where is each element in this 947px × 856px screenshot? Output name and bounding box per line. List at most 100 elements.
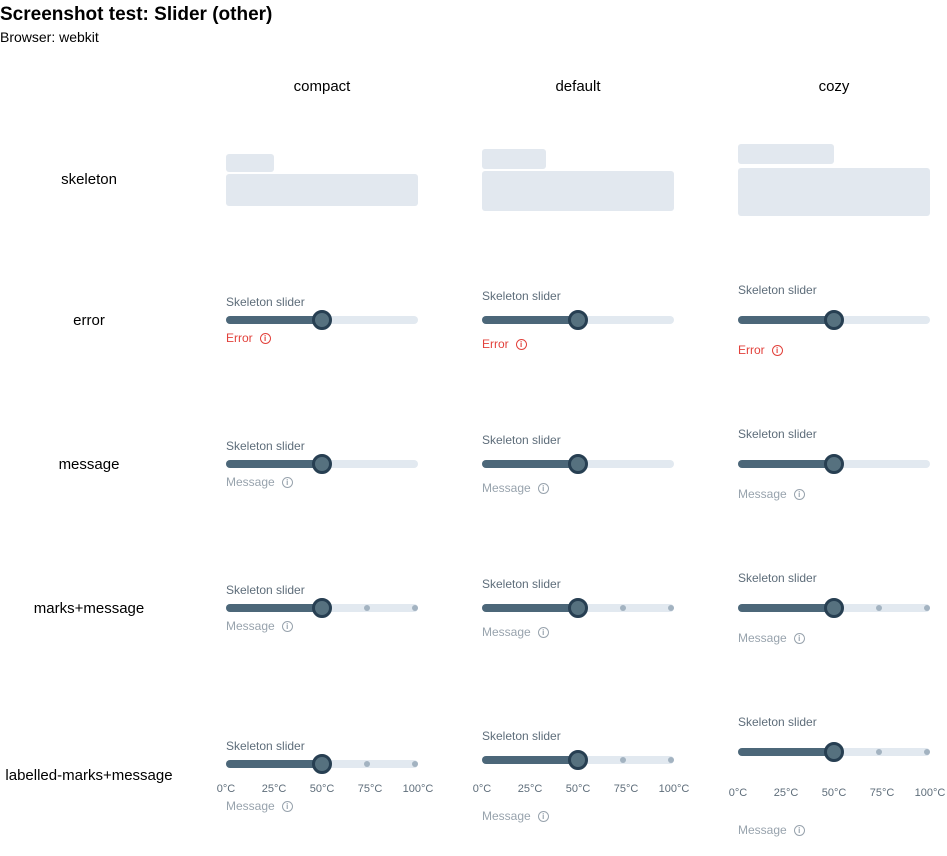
error-compact-slider-fill — [226, 316, 322, 324]
message-default-label: Skeleton slider — [482, 433, 561, 447]
message-compact-label: Skeleton slider — [226, 439, 305, 453]
info-icon[interactable]: i — [793, 824, 805, 836]
labelled-marks-message-cozy-tick-labels: 0°C 25°C 50°C 75°C 100°C — [729, 787, 946, 801]
info-icon[interactable]: i — [537, 482, 549, 494]
marks-message-compact-slider-mark-1 — [364, 605, 370, 611]
row-header-marks-message: marks+message — [33, 600, 145, 617]
marks-message-compact-slider-mark-2 — [412, 605, 418, 611]
error-cozy-error: Error i — [738, 343, 783, 357]
labelled-marks-message-cozy-slider-mark-2 — [924, 749, 930, 755]
row-header-skeleton: skeleton — [61, 171, 117, 188]
message-cozy-slider-fill — [738, 460, 834, 468]
message-cozy-message-text: Message — [738, 487, 787, 501]
info-icon[interactable]: i — [515, 338, 527, 350]
labelled-marks-message-compact-tick-labels: 0°C 25°C 50°C 75°C 100°C — [217, 783, 434, 797]
column-header-cozy: cozy — [818, 78, 850, 95]
labelled-marks-message-compact-slider-fill — [226, 760, 322, 768]
labelled-marks-message-compact-slider-mark-1 — [364, 761, 370, 767]
page-subtitle: Browser: webkit — [0, 29, 99, 45]
message-cozy-slider-thumb[interactable] — [824, 454, 844, 474]
labelled-marks-message-default-slider-fill — [482, 756, 578, 764]
info-icon[interactable]: i — [259, 332, 271, 344]
info-icon[interactable]: i — [793, 632, 805, 644]
error-compact-error: Error i — [226, 331, 271, 345]
column-header-compact: compact — [293, 78, 351, 95]
labelled-marks-message-compact-tick-label: 50°C — [309, 783, 335, 795]
message-cozy-slider-track[interactable] — [738, 454, 930, 474]
labelled-marks-message-cozy-message-text: Message — [738, 823, 787, 837]
message-compact-slider-thumb[interactable] — [312, 454, 332, 474]
error-compact-slider-thumb[interactable] — [312, 310, 332, 330]
labelled-marks-message-default-tick-label: 25°C — [517, 783, 543, 795]
labelled-marks-message-default-tick-label: 75°C — [613, 783, 639, 795]
info-icon[interactable]: i — [537, 810, 549, 822]
skeleton-label-placeholder — [226, 154, 274, 172]
info-icon[interactable]: i — [281, 800, 293, 812]
skeleton-input-placeholder — [738, 168, 930, 216]
marks-message-default-slider-fill — [482, 604, 578, 612]
marks-message-cozy-slider-track[interactable] — [738, 598, 930, 618]
row-header-labelled-marks-message: labelled-marks+message — [5, 767, 173, 784]
message-cozy-message: Message i — [738, 487, 805, 501]
labelled-marks-message-cozy-tick-label: 0°C — [728, 787, 748, 799]
error-cozy-slider-thumb[interactable] — [824, 310, 844, 330]
labelled-marks-message-compact-tick-label: 75°C — [357, 783, 383, 795]
error-default-error: Error i — [482, 337, 527, 351]
marks-message-default-slider-track[interactable] — [482, 598, 674, 618]
error-default-label: Skeleton slider — [482, 289, 561, 303]
marks-message-cozy-slider-fill — [738, 604, 834, 612]
labelled-marks-message-cozy-slider-fill — [738, 748, 834, 756]
message-default-message: Message i — [482, 481, 549, 495]
labelled-marks-message-default-tick-label: 0°C — [472, 783, 492, 795]
page-title: Screenshot test: Slider (other) — [0, 4, 273, 25]
message-compact-message: Message i — [226, 475, 293, 489]
error-cozy-slider-track[interactable] — [738, 310, 930, 330]
column-header-default: default — [555, 78, 601, 95]
error-compact-slider-track[interactable] — [226, 310, 418, 330]
error-cozy-error-text: Error — [738, 343, 765, 357]
labelled-marks-message-cozy-tick-label: 100°C — [914, 787, 946, 799]
labelled-marks-message-cozy-tick-label: 50°C — [821, 787, 847, 799]
message-default-message-text: Message — [482, 481, 531, 495]
info-icon[interactable]: i — [281, 620, 293, 632]
marks-message-default-slider-thumb[interactable] — [568, 598, 588, 618]
marks-message-default-message: Message i — [482, 625, 549, 639]
labelled-marks-message-default-slider-thumb[interactable] — [568, 750, 588, 770]
error-compact-error-text: Error — [226, 331, 253, 345]
info-icon[interactable]: i — [537, 626, 549, 638]
marks-message-default-slider-mark-1 — [620, 605, 626, 611]
labelled-marks-message-cozy-message: Message i — [738, 823, 805, 837]
skeleton-label-placeholder — [482, 149, 546, 169]
labelled-marks-message-default-tick-label: 100°C — [658, 783, 690, 795]
marks-message-compact-slider-fill — [226, 604, 322, 612]
labelled-marks-message-compact-label: Skeleton slider — [226, 739, 305, 753]
labelled-marks-message-default-label: Skeleton slider — [482, 729, 561, 743]
labelled-marks-message-cozy-slider-thumb[interactable] — [824, 742, 844, 762]
marks-message-cozy-message-text: Message — [738, 631, 787, 645]
message-default-slider-thumb[interactable] — [568, 454, 588, 474]
message-compact-slider-fill — [226, 460, 322, 468]
labelled-marks-message-compact-tick-label: 100°C — [402, 783, 434, 795]
marks-message-cozy-label: Skeleton slider — [738, 571, 817, 585]
labelled-marks-message-compact-slider-track[interactable] — [226, 754, 418, 774]
marks-message-cozy-slider-thumb[interactable] — [824, 598, 844, 618]
labelled-marks-message-cozy-slider-track[interactable] — [738, 742, 930, 762]
error-default-slider-thumb[interactable] — [568, 310, 588, 330]
labelled-marks-message-default-slider-track[interactable] — [482, 750, 674, 770]
marks-message-compact-slider-track[interactable] — [226, 598, 418, 618]
message-default-slider-track[interactable] — [482, 454, 674, 474]
message-compact-message-text: Message — [226, 475, 275, 489]
message-compact-slider-track[interactable] — [226, 454, 418, 474]
info-icon[interactable]: i — [771, 344, 783, 356]
labelled-marks-message-compact-slider-thumb[interactable] — [312, 754, 332, 774]
error-default-slider-track[interactable] — [482, 310, 674, 330]
marks-message-compact-slider-thumb[interactable] — [312, 598, 332, 618]
info-icon[interactable]: i — [281, 476, 293, 488]
marks-message-default-label: Skeleton slider — [482, 577, 561, 591]
labelled-marks-message-default-tick-label: 50°C — [565, 783, 591, 795]
error-default-slider-fill — [482, 316, 578, 324]
labelled-marks-message-compact-tick-label: 25°C — [261, 783, 287, 795]
error-cozy-slider-fill — [738, 316, 834, 324]
info-icon[interactable]: i — [793, 488, 805, 500]
labelled-marks-message-default-message: Message i — [482, 809, 549, 823]
